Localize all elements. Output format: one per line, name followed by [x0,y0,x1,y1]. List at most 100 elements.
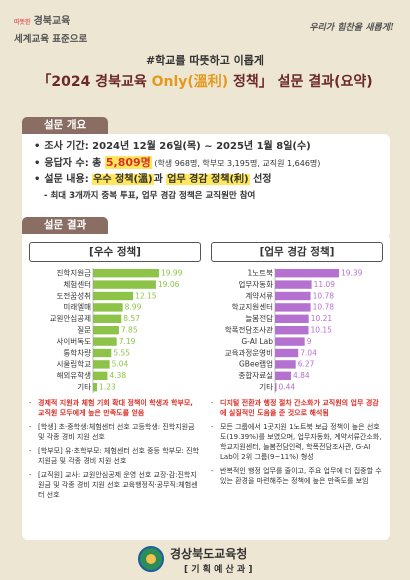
category-label: 1노트북 [248,269,274,278]
category-label: 계약서류 [245,290,273,300]
value-label: 11.09 [314,280,336,289]
category-label: 사이버독도 [57,336,92,346]
bar [275,371,291,380]
category-label: 도전꿈성취 [57,290,92,300]
dash-marker: - [29,399,32,407]
value-label: 7.85 [121,326,138,335]
slogan: 우리가 힘찬을 새롭게! [309,23,394,33]
organization-name: 경상북도교육청 [170,547,248,561]
bar [275,291,311,301]
overview-tab: 설문 개요 [22,117,108,134]
bar [93,291,134,301]
results-tab: 설문 결과 [22,217,108,234]
category-label: 통학차량 [63,347,91,357]
value-label: 4.84 [293,371,310,380]
category-label: 체험센터 [63,279,91,289]
excellent-policy-notes: - 경제적 지원과 체험 기회 확대 정책이 학생과 학부모, 교직원 모두에게 … [29,398,201,500]
title-highlight: Only(溫利) [151,74,229,90]
bar [275,337,305,346]
workload-policy-title: [업무 경감 정책] [211,242,383,262]
content-label: 설문 내용: [44,174,93,185]
category-label: G-AI Lab [241,337,273,346]
value-label: 5.55 [113,348,130,357]
value-label: 1.23 [99,383,116,392]
workload-policy-chart: 1노트북 19.39 업무자동화 11.09 계약서류 10.78 학교지원센터 10.78 늘… [225,268,363,394]
category-label: 기타 [77,383,91,392]
results-box: [우수 정책] 진학지원금 19.99 체험센터 19.06 도전꿈성취 12.15 미래엘… [22,234,390,540]
dash-marker: - [211,423,214,431]
category-label: 시울림학교 [57,359,92,369]
category-label: 질문 [77,326,91,335]
bar [93,303,123,312]
value-label: 10.21 [311,314,333,323]
category-label: 교육과정운영비 [225,347,273,357]
bar [93,314,122,323]
content-note: - 최대 3개까지 중복 투표, 업무 경감 정책은 교직원만 참여 [44,191,256,201]
brand-line1: 경북교육 [33,16,71,27]
bar [275,314,309,323]
note-text: [학생] 초·중학생:체험센터 선호 고등학생: 진학지원금 및 각종 경비 지… [38,423,195,441]
bar [93,337,117,346]
category-label: 업무자동화 [239,280,274,289]
bullet-icon: • [34,174,41,185]
category-label: 늘봄전담 [245,313,273,323]
workload-policy-column: [업무 경감 정책] 1노트북 19.39 업무자동화 11.09 계약서류 10.78 학… [211,242,383,490]
content-highlight-2: 업무 경감 정책(利) [166,174,250,185]
category-label: 학교지원센터 [232,302,273,312]
respondents-label: 응답자 수: 총 [44,158,105,169]
category-label: 학폭전담조사관 [225,325,273,335]
note-text: 모든 그룹에서 1곳지원 1노트북 보급 정책이 높은 선호도(19.39%)를… [220,423,382,461]
bar [275,348,299,358]
value-label: 9 [307,337,312,346]
bar [275,383,277,392]
brand-logo: 따뜻한 경북교육 세계교육 표준으로 [14,12,144,45]
bar [93,326,119,335]
value-label: 6.27 [298,360,315,369]
bar [93,348,112,358]
bar [93,280,156,289]
page-title: 「2024 경북교육 Only(溫利) 정책」 설문 결과(요약) [12,68,398,96]
page-subtitle: #학교를 따뜻하고 이롭게 [145,54,265,67]
category-label: 기타 [259,383,273,392]
dash-marker: - [29,423,32,431]
bar [275,280,312,289]
bar [275,269,339,278]
category-label: GBee랩업 [239,360,273,369]
content-highlight-1: 우수 정책(溫) [92,174,154,185]
value-label: 0.44 [278,383,295,392]
workload-policy-notes: - 디지털 전환과 행정 절차 간소화가 교직원의 업무 경감에 실질적인 도움을… [211,398,383,486]
note-text: 반복적인 행정 업무를 줄이고, 주요 업무에 더 집중할 수 있는 환경을 마… [220,467,382,485]
value-label: 7.19 [119,337,136,346]
category-label: 해외유학생 [57,370,92,380]
bar [93,360,110,369]
value-label: 4.38 [109,371,126,380]
respondents-detail: (학생 968명, 학부모 3,195명, 교직원 1,646명) [151,159,321,168]
content-mid: 과 [153,174,167,185]
department-name: [ 기 획 예 산 과 ] [184,565,253,575]
title-suffix: 정책」 설문 결과(요약) [228,74,373,90]
education-office-logo-icon [138,546,164,572]
value-label: 12.15 [135,291,157,300]
value-label: 7.04 [300,348,317,357]
bar [275,303,311,312]
value-label: 8.57 [123,314,140,323]
note-item: - 모든 그룹에서 1곳지원 1노트북 보급 정책이 높은 선호도(19.39%)… [211,422,383,462]
category-label: 진학지원금 [57,268,92,278]
period-text: 조사 기간: 2024년 12월 26일(목) ~ 2025년 1월 8일(수) [44,141,311,152]
title-prefix: 「2024 경북교육 [37,74,152,90]
period-row: • 조사 기간: 2024년 12월 26일(목) ~ 2025년 1월 8일(수… [34,139,378,155]
note-item: - [학부모] 유·초학부모: 체험센터 선호 중등 학부모: 진학지원금 및 각… [29,446,201,466]
excellent-policy-column: [우수 정책] 진학지원금 19.99 체험센터 19.06 도전꿈성취 12.15 미래엘… [29,242,201,504]
note-item: - [교직원] 교사: 교원안심공제 운영 선호 교장·감:진학지원금 및 각종 … [29,470,201,500]
excellent-policy-title: [우수 정책] [29,242,201,262]
value-label: 10.78 [313,291,335,300]
value-label: 10.78 [313,303,335,312]
respondents-row: • 응답자 수: 총 5,809명 (학생 968명, 학부모 3,195명, 교… [34,155,378,172]
brand-badge: 따뜻한 [14,19,31,26]
bullet-icon: • [34,158,41,169]
excellent-policy-chart: 진학지원금 19.99 체험센터 19.06 도전꿈성취 12.15 미래엘매 8.99 교원안… [50,268,183,394]
value-label: 19.99 [161,269,183,278]
value-label: 19.39 [341,269,363,278]
bar [93,383,98,392]
bar [93,371,108,380]
